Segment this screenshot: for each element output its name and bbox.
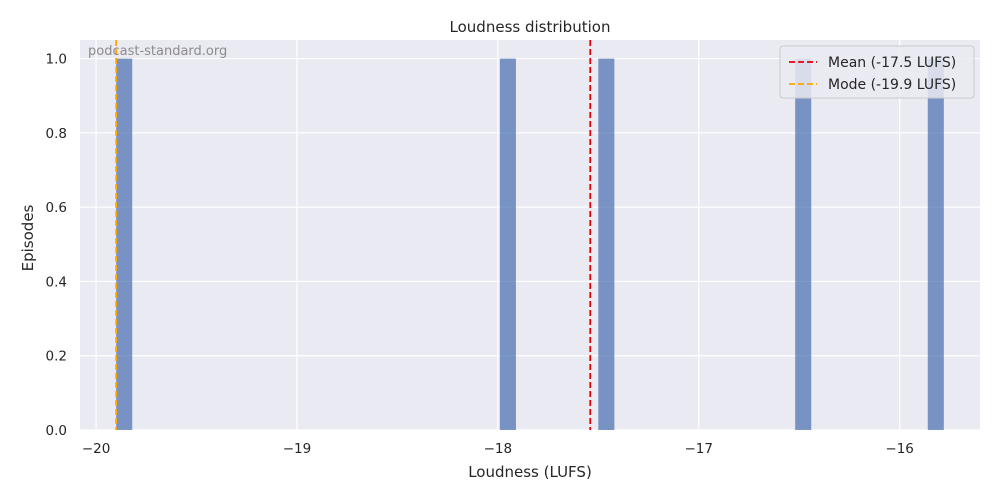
histogram-bar (116, 58, 133, 430)
y-tick-label: 0.6 (46, 200, 67, 216)
reference-lines (115, 40, 592, 430)
x-axis-label: Loudness (LUFS) (468, 463, 592, 481)
y-tick-label: 0.4 (46, 274, 67, 290)
chart-title: Loudness distribution (450, 18, 611, 36)
plot-area (80, 40, 980, 430)
histogram-bar (927, 58, 944, 430)
histogram-bars (116, 58, 944, 430)
y-axis-label: Episodes (19, 204, 37, 271)
histogram-bar (499, 58, 516, 430)
y-tick-label: 1.0 (46, 52, 67, 68)
legend-box (779, 45, 975, 99)
legend-entry: Mean (-17.5 LUFS) (828, 55, 956, 71)
x-tick-label: −19 (283, 441, 312, 457)
watermark-text: podcast-standard.org (88, 44, 227, 59)
x-tick-label: −17 (685, 441, 714, 457)
x-tick-label: −16 (885, 441, 914, 457)
histogram-bar (598, 58, 615, 430)
y-tick-label: 0.2 (46, 349, 67, 365)
legend: Mean (-17.5 LUFS) Mode (-19.9 LUFS) (779, 45, 975, 99)
x-tick-label: −18 (484, 441, 513, 457)
legend-entry: Mode (-19.9 LUFS) (828, 77, 956, 93)
y-axis-ticks: 0.0 0.2 0.4 0.6 0.8 1.0 (46, 52, 67, 439)
x-tick-label: −20 (82, 441, 111, 457)
x-axis-ticks: −20 −19 −18 −17 −16 (82, 441, 914, 457)
y-tick-label: 0.0 (46, 423, 67, 439)
y-tick-label: 0.8 (46, 126, 67, 142)
histogram-bar (795, 58, 812, 430)
